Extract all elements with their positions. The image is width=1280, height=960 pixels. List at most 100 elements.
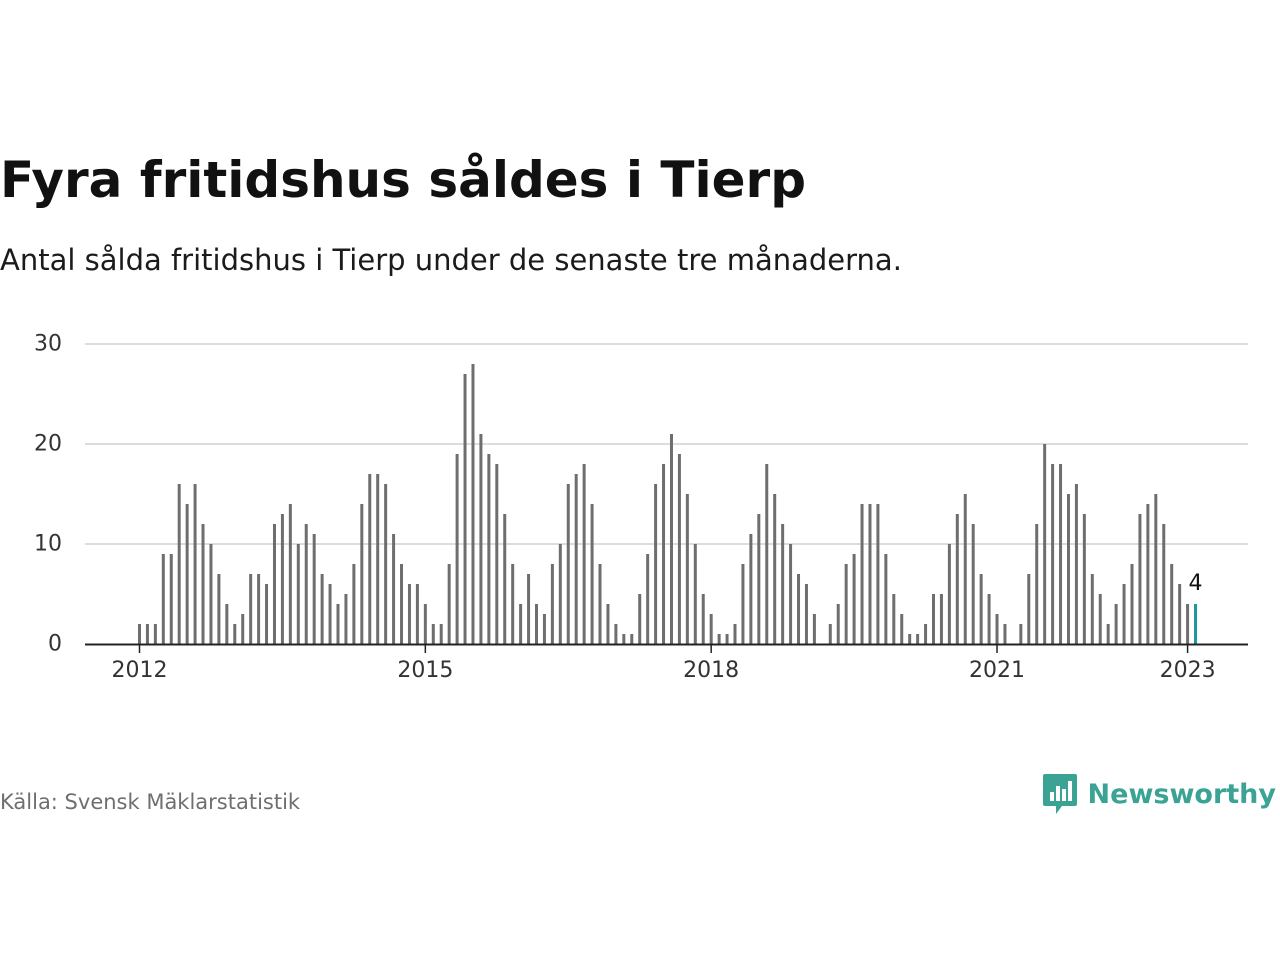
x-axis-ticks: 2012 2015 2018 2021 2023 bbox=[112, 644, 1216, 683]
bar bbox=[781, 524, 784, 644]
bar bbox=[511, 564, 514, 644]
source-note: Källa: Svensk Mäklarstatistik bbox=[0, 787, 300, 817]
bar bbox=[726, 634, 729, 644]
bar bbox=[813, 614, 816, 644]
bar bbox=[567, 484, 570, 644]
bar bbox=[908, 634, 911, 644]
bar bbox=[233, 624, 236, 644]
bar bbox=[980, 574, 983, 644]
bar bbox=[440, 624, 443, 644]
bar bbox=[1138, 514, 1141, 644]
bar bbox=[313, 534, 316, 644]
y-tick-label: 0 bbox=[48, 632, 62, 657]
bar bbox=[495, 464, 498, 644]
bar bbox=[575, 474, 578, 644]
bar bbox=[868, 504, 871, 644]
bar bbox=[471, 364, 474, 644]
bar bbox=[948, 544, 951, 644]
bar bbox=[281, 514, 284, 644]
bar bbox=[162, 554, 165, 644]
bar bbox=[360, 504, 363, 644]
bar bbox=[1091, 574, 1094, 644]
bar bbox=[940, 594, 943, 644]
bar bbox=[138, 624, 141, 644]
bar bbox=[384, 484, 387, 644]
bar bbox=[741, 564, 744, 644]
bar bbox=[853, 554, 856, 644]
bar bbox=[797, 574, 800, 644]
y-tick-label: 30 bbox=[34, 332, 62, 357]
bar bbox=[265, 584, 268, 644]
bar-highlight bbox=[1194, 604, 1197, 644]
newsworthy-logo-icon bbox=[1042, 772, 1078, 816]
bar bbox=[924, 624, 927, 644]
bar bbox=[1003, 624, 1006, 644]
bar bbox=[646, 554, 649, 644]
bar bbox=[1059, 464, 1062, 644]
bar bbox=[503, 514, 506, 644]
x-tick-label: 2015 bbox=[397, 658, 453, 683]
bar bbox=[1131, 564, 1134, 644]
bar bbox=[884, 554, 887, 644]
bar bbox=[432, 624, 435, 644]
bar bbox=[202, 524, 205, 644]
x-tick-label: 2023 bbox=[1160, 658, 1216, 683]
bar bbox=[829, 624, 832, 644]
bar bbox=[876, 504, 879, 644]
bar bbox=[606, 604, 609, 644]
bar bbox=[392, 534, 395, 644]
bar bbox=[996, 614, 999, 644]
bar bbox=[448, 564, 451, 644]
bar bbox=[710, 614, 713, 644]
bar bbox=[1075, 484, 1078, 644]
bar bbox=[932, 594, 935, 644]
bar bbox=[1051, 464, 1054, 644]
bar bbox=[209, 544, 212, 644]
bar bbox=[1107, 624, 1110, 644]
bar bbox=[424, 604, 427, 644]
bar bbox=[678, 454, 681, 644]
bar bbox=[170, 554, 173, 644]
bar bbox=[765, 464, 768, 644]
bar bbox=[749, 534, 752, 644]
bar bbox=[479, 434, 482, 644]
bar bbox=[249, 574, 252, 644]
gridlines bbox=[85, 344, 1248, 544]
x-tick-label: 2018 bbox=[683, 658, 739, 683]
bar bbox=[408, 584, 411, 644]
bar bbox=[1186, 604, 1189, 644]
bar bbox=[217, 574, 220, 644]
bar bbox=[146, 624, 149, 644]
y-tick-label: 10 bbox=[34, 532, 62, 557]
bar bbox=[551, 564, 554, 644]
highlight-value-label: 4 bbox=[1189, 571, 1203, 596]
brand-name: Newsworthy bbox=[1088, 779, 1276, 810]
bar bbox=[630, 634, 633, 644]
bar-chart: 0102030 2012 2015 2018 2021 2023 4 bbox=[0, 0, 1280, 740]
bar bbox=[1067, 494, 1070, 644]
bar bbox=[900, 614, 903, 644]
bar bbox=[805, 584, 808, 644]
bar bbox=[186, 504, 189, 644]
bar bbox=[1099, 594, 1102, 644]
bar bbox=[456, 454, 459, 644]
bar bbox=[344, 594, 347, 644]
bar bbox=[559, 544, 562, 644]
bar bbox=[519, 604, 522, 644]
bar bbox=[273, 524, 276, 644]
bar bbox=[241, 614, 244, 644]
bar bbox=[654, 484, 657, 644]
bar bbox=[614, 624, 617, 644]
bar bbox=[845, 564, 848, 644]
bar bbox=[964, 494, 967, 644]
x-tick-label: 2012 bbox=[112, 658, 168, 683]
bar bbox=[1115, 604, 1118, 644]
bar bbox=[376, 474, 379, 644]
bar bbox=[305, 524, 308, 644]
bar bbox=[1019, 624, 1022, 644]
bar bbox=[178, 484, 181, 644]
bar bbox=[702, 594, 705, 644]
brand: Newsworthy bbox=[1042, 772, 1276, 816]
bar bbox=[297, 544, 300, 644]
bar bbox=[718, 634, 721, 644]
